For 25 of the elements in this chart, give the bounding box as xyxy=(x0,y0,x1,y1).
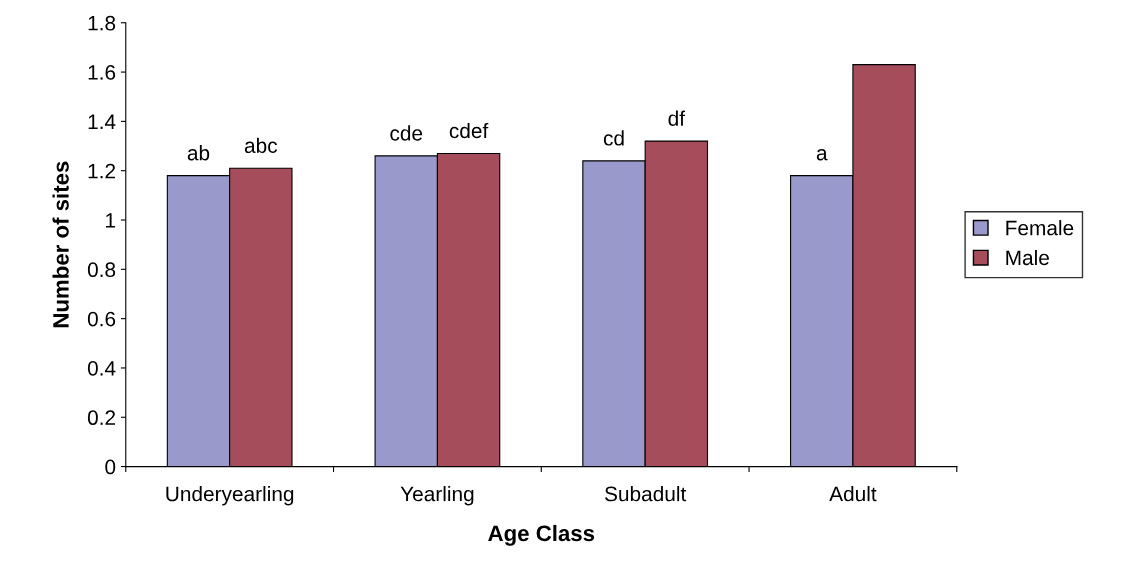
data-label: cde xyxy=(390,125,423,141)
x-tick-label: Subadult xyxy=(604,486,687,502)
x-tick-label: Adult xyxy=(829,486,877,502)
data-label: cd xyxy=(603,130,624,146)
y-tick-label: 1.4 xyxy=(88,114,116,129)
x-tick-label: Underyearling xyxy=(166,486,294,506)
y-axis-title: Number of sites xyxy=(52,161,69,328)
legend-label: Male xyxy=(1006,249,1049,266)
y-tick-label: 1.2 xyxy=(88,163,116,179)
y-tick-label: 0.4 xyxy=(87,360,116,376)
data-label: a xyxy=(816,148,828,161)
y-tick-label: 0 xyxy=(105,459,116,475)
y-tick-label: 1 xyxy=(106,213,116,228)
y-tick-label: 0.2 xyxy=(87,410,116,426)
data-label: abc xyxy=(244,137,278,154)
data-label: ab xyxy=(187,145,210,161)
x-axis-title: Age Class xyxy=(488,524,595,546)
y-tick-label: 0.6 xyxy=(87,311,116,327)
y-tick-label: 1.8 xyxy=(88,15,116,31)
data-label: df xyxy=(668,110,686,126)
y-tick-label: 0.8 xyxy=(87,262,116,278)
data-label: cdef xyxy=(449,122,489,139)
x-tick-label: Yearling xyxy=(400,486,474,506)
legend-label: Female xyxy=(1006,220,1074,236)
y-tick-label: 1.6 xyxy=(88,65,116,80)
